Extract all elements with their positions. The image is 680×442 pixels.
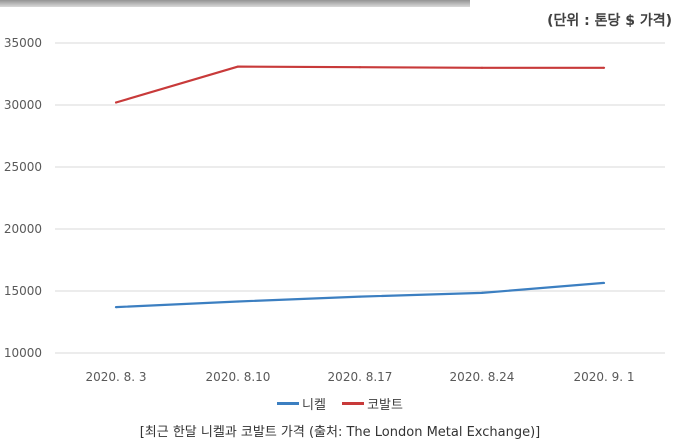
legend-swatch-cobalt — [342, 402, 365, 405]
data-point — [480, 66, 484, 69]
unit-label: (단위 : 톤당 $ 가격) — [547, 13, 672, 29]
x-tick-label: 2020. 8.24 — [450, 370, 515, 384]
series-line — [115, 65, 604, 104]
y-tick-label: 25000 — [4, 160, 42, 174]
data-point — [114, 306, 118, 309]
series-cobalt — [114, 65, 606, 104]
figure-caption: [최근 한달 니켈과 코발트 가격 (출처: The London Metal … — [139, 425, 541, 440]
legend-item-nickel: 니켈 — [277, 394, 326, 413]
data-point — [358, 66, 362, 69]
y-tick-label: 35000 — [4, 36, 42, 50]
y-axis: 10000 15000 20000 25000 30000 35000 — [4, 36, 42, 360]
legend-label-nickel: 니켈 — [302, 398, 326, 413]
data-point — [602, 281, 606, 285]
legend: 니켈 코발트 — [0, 394, 680, 413]
data-point — [236, 300, 240, 303]
legend-item-cobalt: 코발트 — [342, 394, 403, 413]
y-tick-label: 10000 — [4, 346, 42, 360]
x-tick-label: 2020. 8. 3 — [85, 370, 146, 384]
gridlines — [55, 42, 665, 354]
cropped-header-strip — [0, 0, 470, 7]
y-tick-label: 15000 — [4, 284, 42, 298]
legend-swatch-nickel — [277, 402, 300, 405]
legend-label-cobalt: 코발트 — [367, 398, 403, 413]
series-line — [115, 281, 605, 309]
y-tick-label: 30000 — [4, 98, 42, 112]
data-point — [236, 65, 240, 68]
x-axis: 2020. 8. 3 2020. 8.10 2020. 8.17 2020. 8.24… — [85, 370, 634, 384]
data-point — [358, 295, 362, 298]
x-tick-label: 2020. 9. 1 — [573, 370, 634, 384]
data-point — [602, 66, 606, 69]
data-point — [114, 101, 118, 104]
data-point — [480, 291, 484, 294]
x-tick-label: 2020. 8.17 — [328, 370, 393, 384]
y-tick-label: 20000 — [4, 222, 42, 236]
series-lines — [114, 65, 606, 309]
series-nickel — [114, 281, 606, 309]
x-tick-label: 2020. 8.10 — [206, 370, 271, 384]
